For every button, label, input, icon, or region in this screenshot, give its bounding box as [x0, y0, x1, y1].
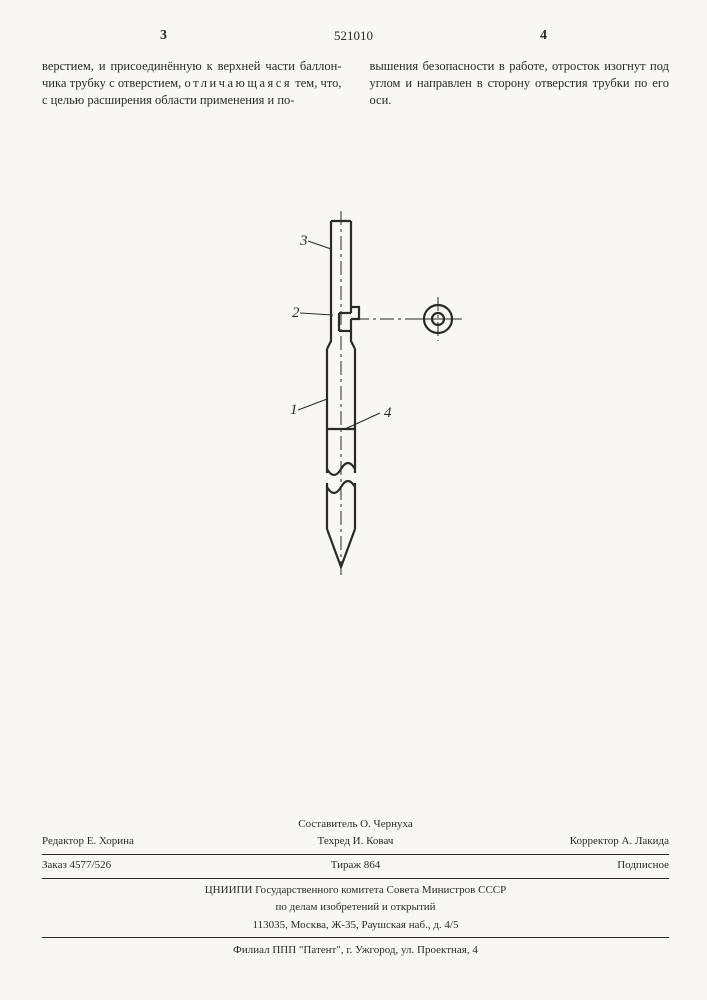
- footer-corrector: Корректор А. Лакида: [460, 833, 669, 851]
- footer-row1: Редактор Е. Хорина Техред И. Ковач Корре…: [42, 833, 669, 855]
- page: 3 521010 4 верстием, и присоединённую к …: [0, 0, 707, 1000]
- technical-drawing: 1 2 3 4: [246, 199, 466, 579]
- footer-org3: 113035, Москва, Ж-35, Раушская наб., д. …: [42, 917, 669, 935]
- page-num-right: 4: [540, 28, 547, 44]
- footer-org2: по делам изобретений и открытий: [42, 899, 669, 917]
- footer-filial: Филиал ППП "Патент", г. Ужгород, ул. Про…: [42, 942, 669, 960]
- footer-editor: Редактор Е. Хорина: [42, 833, 251, 851]
- footer-row2: Заказ 4577/526 Тираж 864 Подписное: [42, 857, 669, 879]
- right-column: вышения безопасности в работе, отросток …: [370, 58, 670, 109]
- doc-number: 521010: [334, 28, 373, 44]
- svg-text:2: 2: [292, 305, 300, 321]
- right-line1: вышения безопасности в работе, отросток …: [370, 59, 646, 73]
- footer: Составитель О. Чернуха Редактор Е. Хорин…: [42, 816, 669, 960]
- left-line1: верстием, и присоединённую к верхней час…: [42, 59, 342, 73]
- footer-tirazh: Тираж 864: [251, 857, 460, 875]
- svg-text:3: 3: [299, 233, 308, 249]
- text-columns: верстием, и присоединённую к верхней час…: [42, 58, 669, 109]
- left-column: верстием, и присоединённую к верхней час…: [42, 58, 342, 109]
- footer-org: ЦНИИПИ Государственного комитета Совета …: [42, 882, 669, 939]
- svg-text:1: 1: [290, 402, 298, 418]
- left-line2b: отличающаяся: [185, 76, 293, 90]
- left-line2a: чика трубку с отверстием,: [42, 76, 185, 90]
- left-line2c: тем,: [292, 76, 317, 90]
- footer-tech: Техред И. Ковач: [251, 833, 460, 851]
- page-num-left: 3: [160, 28, 167, 44]
- figure-area: 1 2 3 4: [42, 199, 669, 584]
- footer-order: Заказ 4577/526: [42, 857, 251, 875]
- footer-subscribe: Подписное: [460, 857, 669, 875]
- footer-compiler: Составитель О. Чернуха: [42, 816, 669, 834]
- footer-org1: ЦНИИПИ Государственного комитета Совета …: [42, 882, 669, 900]
- svg-text:4: 4: [384, 405, 392, 421]
